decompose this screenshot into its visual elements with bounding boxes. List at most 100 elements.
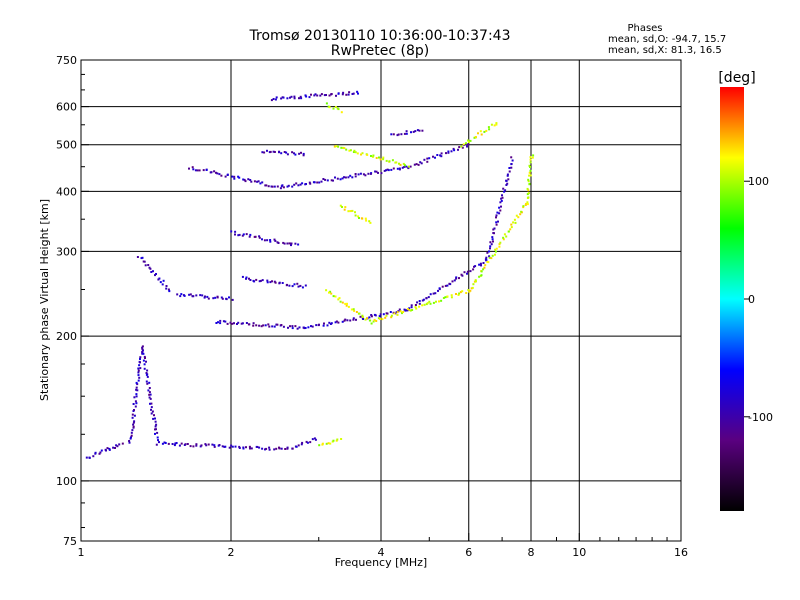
data-point bbox=[238, 233, 241, 236]
data-point bbox=[285, 151, 288, 154]
data-point bbox=[234, 230, 237, 233]
data-point bbox=[156, 436, 159, 439]
data-point bbox=[155, 273, 157, 275]
y-tick-label: 200 bbox=[56, 330, 77, 343]
data-point bbox=[304, 94, 307, 97]
data-point bbox=[368, 316, 371, 319]
data-point bbox=[463, 271, 466, 274]
data-point bbox=[254, 235, 257, 238]
data-point bbox=[137, 369, 140, 372]
data-point bbox=[129, 437, 132, 440]
colorbar-ticks: 100 0 -100 bbox=[744, 175, 773, 424]
data-point bbox=[326, 179, 329, 182]
data-point bbox=[432, 301, 435, 304]
data-point bbox=[94, 451, 97, 454]
data-point bbox=[281, 282, 284, 284]
data-point bbox=[265, 447, 268, 450]
data-point bbox=[403, 165, 406, 168]
data-point bbox=[415, 307, 418, 310]
data-point bbox=[482, 262, 485, 264]
data-point bbox=[370, 322, 373, 325]
data-point bbox=[188, 293, 191, 296]
data-point bbox=[468, 140, 470, 143]
data-point bbox=[301, 441, 304, 444]
data-point bbox=[297, 184, 300, 187]
data-point bbox=[336, 438, 339, 441]
data-point bbox=[361, 315, 364, 318]
data-point bbox=[329, 442, 332, 445]
data-point bbox=[229, 321, 232, 324]
data-point bbox=[480, 133, 483, 136]
data-point bbox=[299, 183, 302, 186]
data-point bbox=[377, 171, 379, 174]
data-point bbox=[332, 107, 335, 110]
data-point bbox=[477, 132, 479, 135]
data-point bbox=[353, 149, 356, 152]
data-point bbox=[504, 189, 507, 192]
data-point bbox=[245, 322, 248, 324]
data-point bbox=[444, 296, 447, 299]
data-point bbox=[495, 123, 498, 126]
data-point bbox=[272, 98, 275, 100]
colorbar-label: [deg] bbox=[718, 70, 755, 86]
data-point bbox=[283, 151, 286, 153]
data-point bbox=[405, 165, 408, 168]
data-point bbox=[527, 196, 530, 199]
data-point bbox=[507, 230, 510, 233]
data-point bbox=[335, 320, 338, 323]
data-point bbox=[142, 260, 145, 263]
data-point bbox=[344, 302, 347, 305]
data-point bbox=[309, 441, 312, 444]
data-point bbox=[135, 395, 138, 398]
data-point bbox=[106, 447, 109, 450]
data-point bbox=[529, 169, 532, 172]
data-point bbox=[276, 185, 279, 188]
data-point bbox=[316, 94, 319, 97]
data-point bbox=[305, 95, 308, 98]
data-point bbox=[134, 400, 137, 403]
data-point bbox=[390, 168, 393, 171]
data-point bbox=[370, 155, 372, 157]
data-point bbox=[345, 148, 348, 151]
data-point bbox=[529, 156, 532, 159]
x-tick-label: 10 bbox=[572, 546, 586, 559]
data-point bbox=[391, 159, 394, 162]
data-point bbox=[213, 445, 216, 448]
data-point bbox=[297, 285, 300, 288]
data-point bbox=[291, 151, 294, 154]
data-point bbox=[462, 143, 465, 146]
data-point bbox=[414, 306, 417, 309]
data-point bbox=[317, 324, 320, 327]
data-point bbox=[325, 94, 327, 96]
data-point bbox=[261, 181, 264, 184]
data-point bbox=[457, 294, 460, 296]
data-point bbox=[474, 279, 477, 282]
data-point bbox=[226, 173, 229, 176]
x-tick-label: 4 bbox=[378, 546, 385, 559]
data-point bbox=[389, 311, 392, 313]
data-point bbox=[328, 321, 331, 324]
data-point bbox=[255, 278, 258, 281]
data-point bbox=[260, 325, 263, 328]
data-point bbox=[397, 133, 400, 136]
data-point bbox=[410, 306, 413, 309]
data-point bbox=[396, 311, 399, 314]
data-point bbox=[242, 178, 245, 181]
data-point bbox=[417, 163, 420, 166]
data-point bbox=[334, 176, 336, 179]
data-point bbox=[298, 97, 300, 100]
data-point bbox=[522, 205, 525, 208]
data-point bbox=[286, 447, 289, 449]
data-point bbox=[392, 133, 395, 136]
data-point bbox=[112, 446, 115, 449]
data-point bbox=[154, 425, 157, 428]
data-point bbox=[339, 178, 342, 181]
data-point bbox=[374, 314, 377, 317]
data-point bbox=[289, 325, 291, 328]
data-point bbox=[88, 456, 91, 459]
data-point bbox=[510, 163, 513, 166]
data-point bbox=[293, 152, 295, 155]
data-point bbox=[527, 178, 530, 181]
data-point bbox=[231, 322, 234, 325]
data-point bbox=[418, 300, 421, 302]
